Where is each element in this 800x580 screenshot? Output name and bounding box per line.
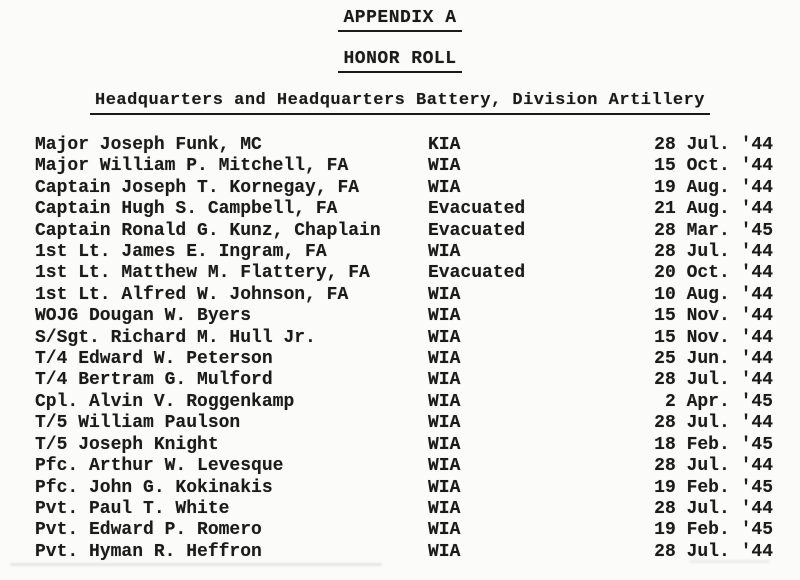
- roster-status: Evacuated: [428, 263, 526, 284]
- roster-name: Pvt. Edward P. Romero: [35, 520, 262, 541]
- roster-status: WIA: [428, 327, 461, 348]
- roster-name: S/Sgt. Richard M. Hull Jr.: [35, 327, 316, 348]
- roster-name: Pvt. Hyman R. Heffron: [35, 541, 262, 562]
- roster-name: 1st Lt. James E. Ingram, FA: [35, 242, 327, 263]
- roster-status: Evacuated: [428, 220, 526, 241]
- roster-row: T/5 Joseph Knight WIA 18 Feb. '45: [35, 435, 773, 456]
- roster-name: T/5 William Paulson: [35, 413, 241, 434]
- roster-name: Pfc. Arthur W. Levesque: [35, 456, 284, 477]
- roster-status: WIA: [428, 498, 461, 519]
- roster-status: WIA: [428, 242, 461, 263]
- roster-date: 28 Jul. '44: [654, 135, 773, 155]
- roster-date: 10 Aug. '44: [654, 284, 773, 305]
- roster-date: 15 Nov. '44: [654, 327, 773, 348]
- roster-date: 19 Feb. '45: [654, 520, 773, 541]
- roster-date: 28 Jul. '44: [654, 498, 773, 519]
- roster-status: WIA: [428, 541, 461, 562]
- roster-date: 15 Nov. '44: [654, 306, 773, 327]
- roster-name: 1st Lt. Alfred W. Johnson, FA: [35, 284, 349, 305]
- roster-date: 28 Jul. '44: [654, 370, 773, 391]
- roster-name: T/5 Joseph Knight: [35, 434, 219, 455]
- roster-row: Major William P. Mitchell, FA WIA 15 Oct…: [35, 156, 773, 177]
- roster-date: 25 Jun. '44: [654, 349, 773, 370]
- roster-name: Captain Ronald G. Kunz, Chaplain: [35, 220, 381, 241]
- roster-row: Major Joseph Funk, MC KIA 28 Jul. '44: [35, 135, 773, 156]
- roster-date: 20 Oct. '44: [654, 263, 773, 284]
- roster-name: T/4 Bertram G. Mulford: [35, 370, 273, 391]
- document-headings: APPENDIX A HONOR ROLL Headquarters and H…: [0, 0, 800, 115]
- honor-roll-title: HONOR ROLL: [338, 49, 462, 73]
- roster-status: WIA: [428, 306, 461, 327]
- roster: Major Joseph Funk, MC KIA 28 Jul. '44 Ma…: [0, 135, 800, 563]
- roster-date: 21 Aug. '44: [654, 199, 773, 220]
- unit-title: Headquarters and Headquarters Battery, D…: [90, 91, 710, 115]
- roster-status: WIA: [428, 434, 461, 455]
- roster-name: T/4 Edward W. Peterson: [35, 349, 273, 370]
- roster-row: 1st Lt. Matthew M. Flattery, FA Evacuate…: [35, 263, 773, 284]
- roster-row: Captain Hugh S. Campbell, FA Evacuated 2…: [35, 199, 773, 220]
- roster-status: WIA: [428, 370, 461, 391]
- roster-date: 28 Jul. '44: [654, 541, 773, 562]
- roster-date: 19 Feb. '45: [654, 477, 773, 498]
- roster-status: WIA: [428, 284, 461, 305]
- roster-row: T/4 Edward W. Peterson WIA 25 Jun. '44: [35, 349, 773, 370]
- roster-status: WIA: [428, 520, 461, 541]
- roster-row: Pvt. Edward P. Romero WIA 19 Feb. '45: [35, 520, 773, 541]
- roster-row: Pvt. Paul T. White WIA 28 Jul. '44: [35, 499, 773, 520]
- roster-date: 28 Jul. '44: [654, 456, 773, 477]
- roster-date: 28 Jul. '44: [654, 413, 773, 434]
- roster-row: T/5 William Paulson WIA 28 Jul. '44: [35, 413, 773, 434]
- scan-artifact: [10, 563, 382, 566]
- roster-row: Captain Joseph T. Kornegay, FA WIA 19 Au…: [35, 178, 773, 199]
- roster-row: WOJG Dougan W. Byers WIA 15 Nov. '44: [35, 306, 773, 327]
- roster-status: WIA: [428, 456, 461, 477]
- roster-date: 18 Feb. '45: [654, 434, 773, 455]
- roster-status: WIA: [428, 349, 461, 370]
- roster-date: 15 Oct. '44: [654, 156, 773, 177]
- roster-date: 28 Mar. '45: [654, 220, 773, 241]
- appendix-title: APPENDIX A: [338, 8, 462, 32]
- roster-row: Captain Ronald G. Kunz, Chaplain Evacuat…: [35, 221, 773, 242]
- roster-name: Captain Joseph T. Kornegay, FA: [35, 177, 360, 198]
- roster-row: Pfc. John G. Kokinakis WIA 19 Feb. '45: [35, 478, 773, 499]
- roster-name: Major Joseph Funk, MC: [35, 135, 262, 155]
- roster-row: S/Sgt. Richard M. Hull Jr. WIA 15 Nov. '…: [35, 328, 773, 349]
- roster-status: WIA: [428, 477, 461, 498]
- roster-date: 28 Jul. '44: [654, 242, 773, 263]
- roster-status: WIA: [428, 177, 461, 198]
- roster-status: KIA: [428, 135, 461, 155]
- roster-name: 1st Lt. Matthew M. Flattery, FA: [35, 263, 370, 284]
- roster-name: Cpl. Alvin V. Roggenkamp: [35, 391, 295, 412]
- roster-status: Evacuated: [428, 199, 526, 220]
- roster-row: Pfc. Arthur W. Levesque WIA 28 Jul. '44: [35, 456, 773, 477]
- roster-row: Cpl. Alvin V. Roggenkamp WIA 2 Apr. '45: [35, 392, 773, 413]
- roster-status: WIA: [428, 391, 461, 412]
- roster-row: T/4 Bertram G. Mulford WIA 28 Jul. '44: [35, 370, 773, 391]
- roster-name: Captain Hugh S. Campbell, FA: [35, 199, 338, 220]
- roster-name: WOJG Dougan W. Byers: [35, 306, 252, 327]
- roster-name: Pfc. John G. Kokinakis: [35, 477, 273, 498]
- roster-date: 2 Apr. '45: [664, 391, 773, 412]
- roster-date: 19 Aug. '44: [654, 177, 773, 198]
- roster-status: WIA: [428, 156, 461, 177]
- roster-row: Pvt. Hyman R. Heffron WIA 28 Jul. '44: [35, 542, 773, 563]
- roster-name: Major William P. Mitchell, FA: [35, 156, 349, 177]
- roster-name: Pvt. Paul T. White: [35, 498, 230, 519]
- roster-row: 1st Lt. James E. Ingram, FA WIA 28 Jul. …: [35, 242, 773, 263]
- roster-row: 1st Lt. Alfred W. Johnson, FA WIA 10 Aug…: [35, 285, 773, 306]
- roster-status: WIA: [428, 413, 461, 434]
- scan-artifact-right: [690, 560, 770, 563]
